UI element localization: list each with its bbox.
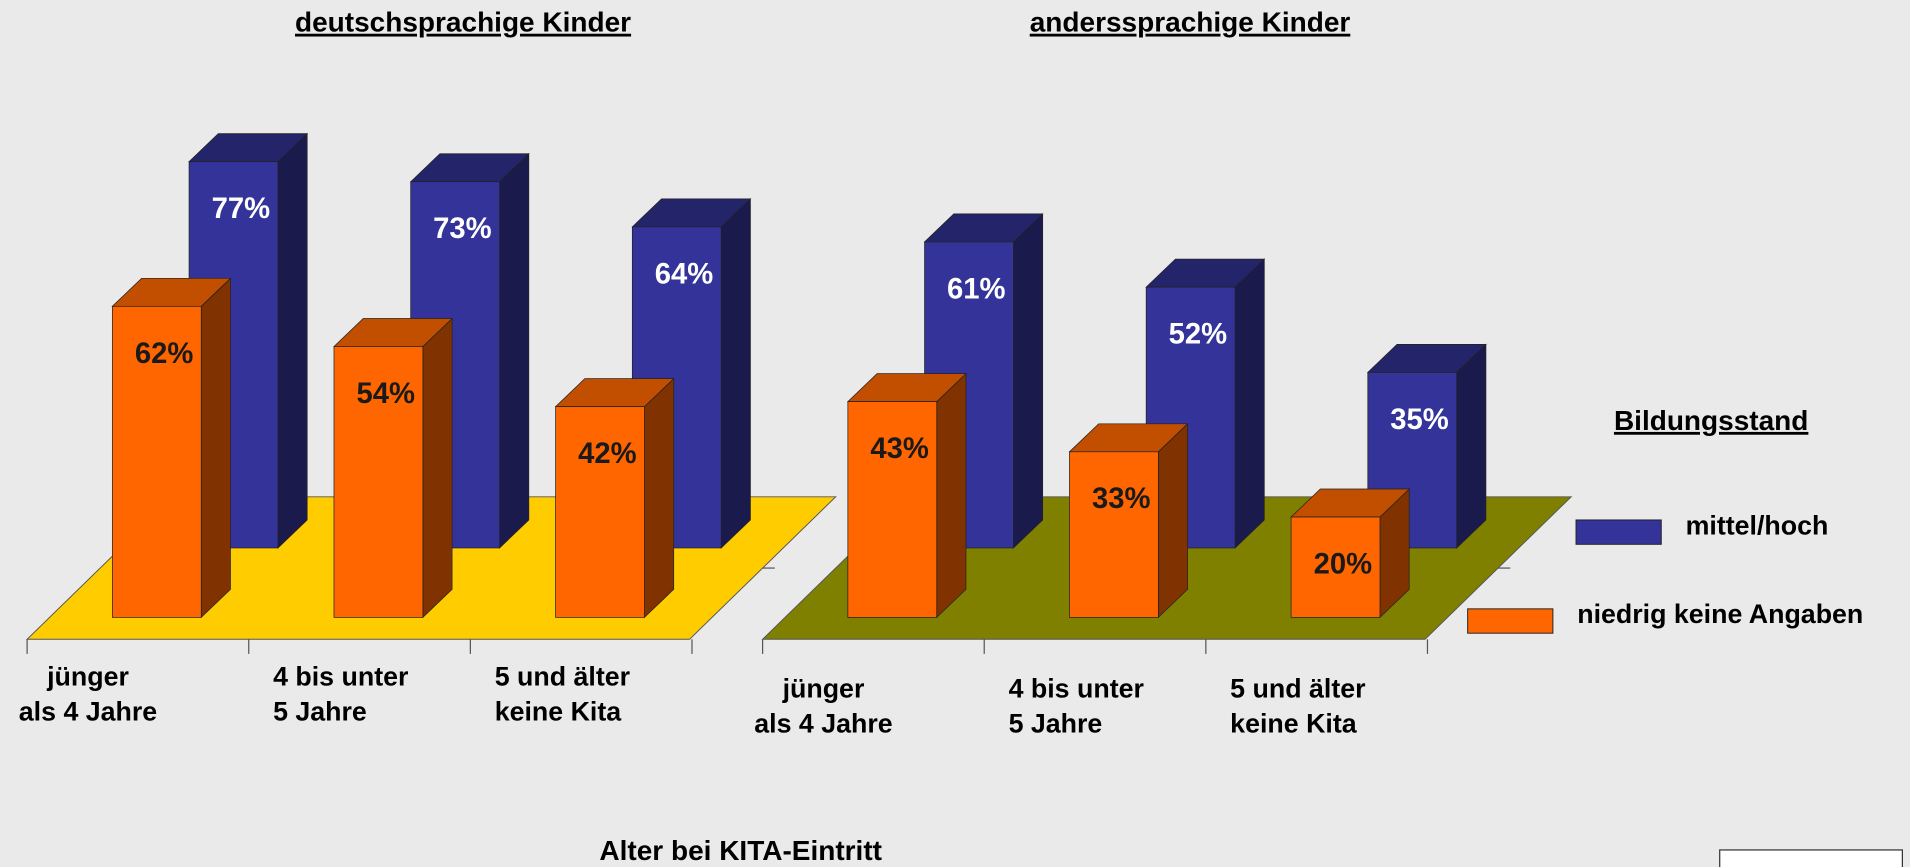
value-label: 20% (1314, 548, 1373, 580)
legend-swatch (1575, 519, 1662, 545)
bar-side (1013, 213, 1044, 549)
x-axis-label: Alter bei KITA-Eintritt (599, 835, 882, 866)
bar-front (1069, 451, 1159, 618)
value-label: 42% (578, 438, 637, 470)
value-label: 35% (1390, 404, 1449, 436)
bar-side (277, 132, 308, 549)
value-label: 43% (870, 433, 929, 465)
x-tick-label: 4 bis unter 5 Jahre (273, 661, 409, 726)
legend-swatch (1467, 608, 1554, 634)
x-tick-label: 4 bis unter 5 Jahre (1009, 674, 1145, 739)
bar (846, 372, 967, 619)
bar-front (1290, 516, 1381, 618)
bar (1290, 488, 1411, 619)
bar-side (1456, 343, 1487, 549)
bar (1068, 422, 1189, 619)
bar-side (1234, 258, 1265, 549)
value-label: 61% (947, 273, 1006, 305)
legend-title: Bildungsstand (1614, 405, 1808, 436)
bar-side (720, 198, 751, 549)
x-tick-label: 5 und älter keine Kita (495, 661, 631, 726)
bar (554, 377, 675, 619)
value-label: 33% (1092, 483, 1151, 515)
chart-title: anderssprachige Kinder (1030, 7, 1351, 38)
value-label: 62% (135, 338, 194, 370)
x-tick-label: jünger als 4 Jahre (19, 661, 157, 726)
bar-side (200, 277, 231, 619)
value-label: 77% (212, 193, 271, 225)
bar-side (422, 317, 453, 619)
value-label: 54% (356, 378, 415, 410)
chart-title: deutschsprachige Kinder (295, 7, 631, 38)
bar (111, 277, 232, 619)
legend-label: mittel/hoch (1686, 510, 1829, 540)
bar-front (555, 406, 645, 618)
bar-side (1157, 422, 1188, 619)
bar-front (111, 305, 202, 618)
bar (333, 317, 454, 619)
bar-front (333, 346, 424, 618)
value-label: 73% (433, 213, 492, 245)
bar-side (499, 152, 530, 549)
x-tick-label: jünger als 4 Jahre (754, 674, 892, 739)
value-label: 64% (655, 258, 714, 290)
bar-front (847, 401, 938, 618)
legend-label: niedrig keine Angaben (1577, 599, 1863, 629)
x-tick-label: 5 und älter keine Kita (1230, 674, 1366, 739)
bar-side (644, 377, 675, 619)
bar-side (936, 372, 967, 619)
logo (1719, 849, 1903, 867)
value-label: 52% (1169, 319, 1228, 351)
bar (631, 198, 752, 549)
